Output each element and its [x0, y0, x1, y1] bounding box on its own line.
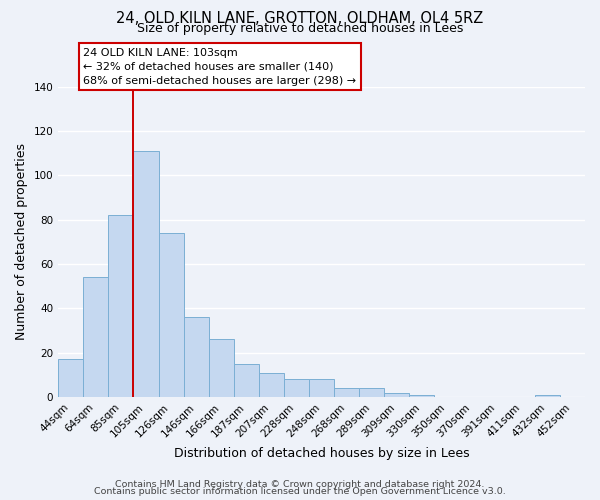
Bar — [209, 340, 234, 397]
Bar — [535, 394, 560, 397]
Text: Contains HM Land Registry data © Crown copyright and database right 2024.: Contains HM Land Registry data © Crown c… — [115, 480, 485, 489]
Bar — [359, 388, 385, 397]
Bar — [158, 233, 184, 397]
Bar — [284, 379, 309, 397]
X-axis label: Distribution of detached houses by size in Lees: Distribution of detached houses by size … — [174, 447, 469, 460]
Text: 24, OLD KILN LANE, GROTTON, OLDHAM, OL4 5RZ: 24, OLD KILN LANE, GROTTON, OLDHAM, OL4 … — [116, 11, 484, 26]
Bar — [259, 372, 284, 397]
Bar — [385, 392, 409, 397]
Bar — [133, 151, 158, 397]
Y-axis label: Number of detached properties: Number of detached properties — [15, 144, 28, 340]
Bar — [334, 388, 359, 397]
Bar — [409, 394, 434, 397]
Bar — [309, 379, 334, 397]
Text: 24 OLD KILN LANE: 103sqm
← 32% of detached houses are smaller (140)
68% of semi-: 24 OLD KILN LANE: 103sqm ← 32% of detach… — [83, 48, 356, 86]
Bar — [184, 317, 209, 397]
Bar — [109, 216, 133, 397]
Bar — [83, 278, 109, 397]
Text: Size of property relative to detached houses in Lees: Size of property relative to detached ho… — [137, 22, 463, 35]
Bar — [58, 360, 83, 397]
Text: Contains public sector information licensed under the Open Government Licence v3: Contains public sector information licen… — [94, 487, 506, 496]
Bar — [234, 364, 259, 397]
